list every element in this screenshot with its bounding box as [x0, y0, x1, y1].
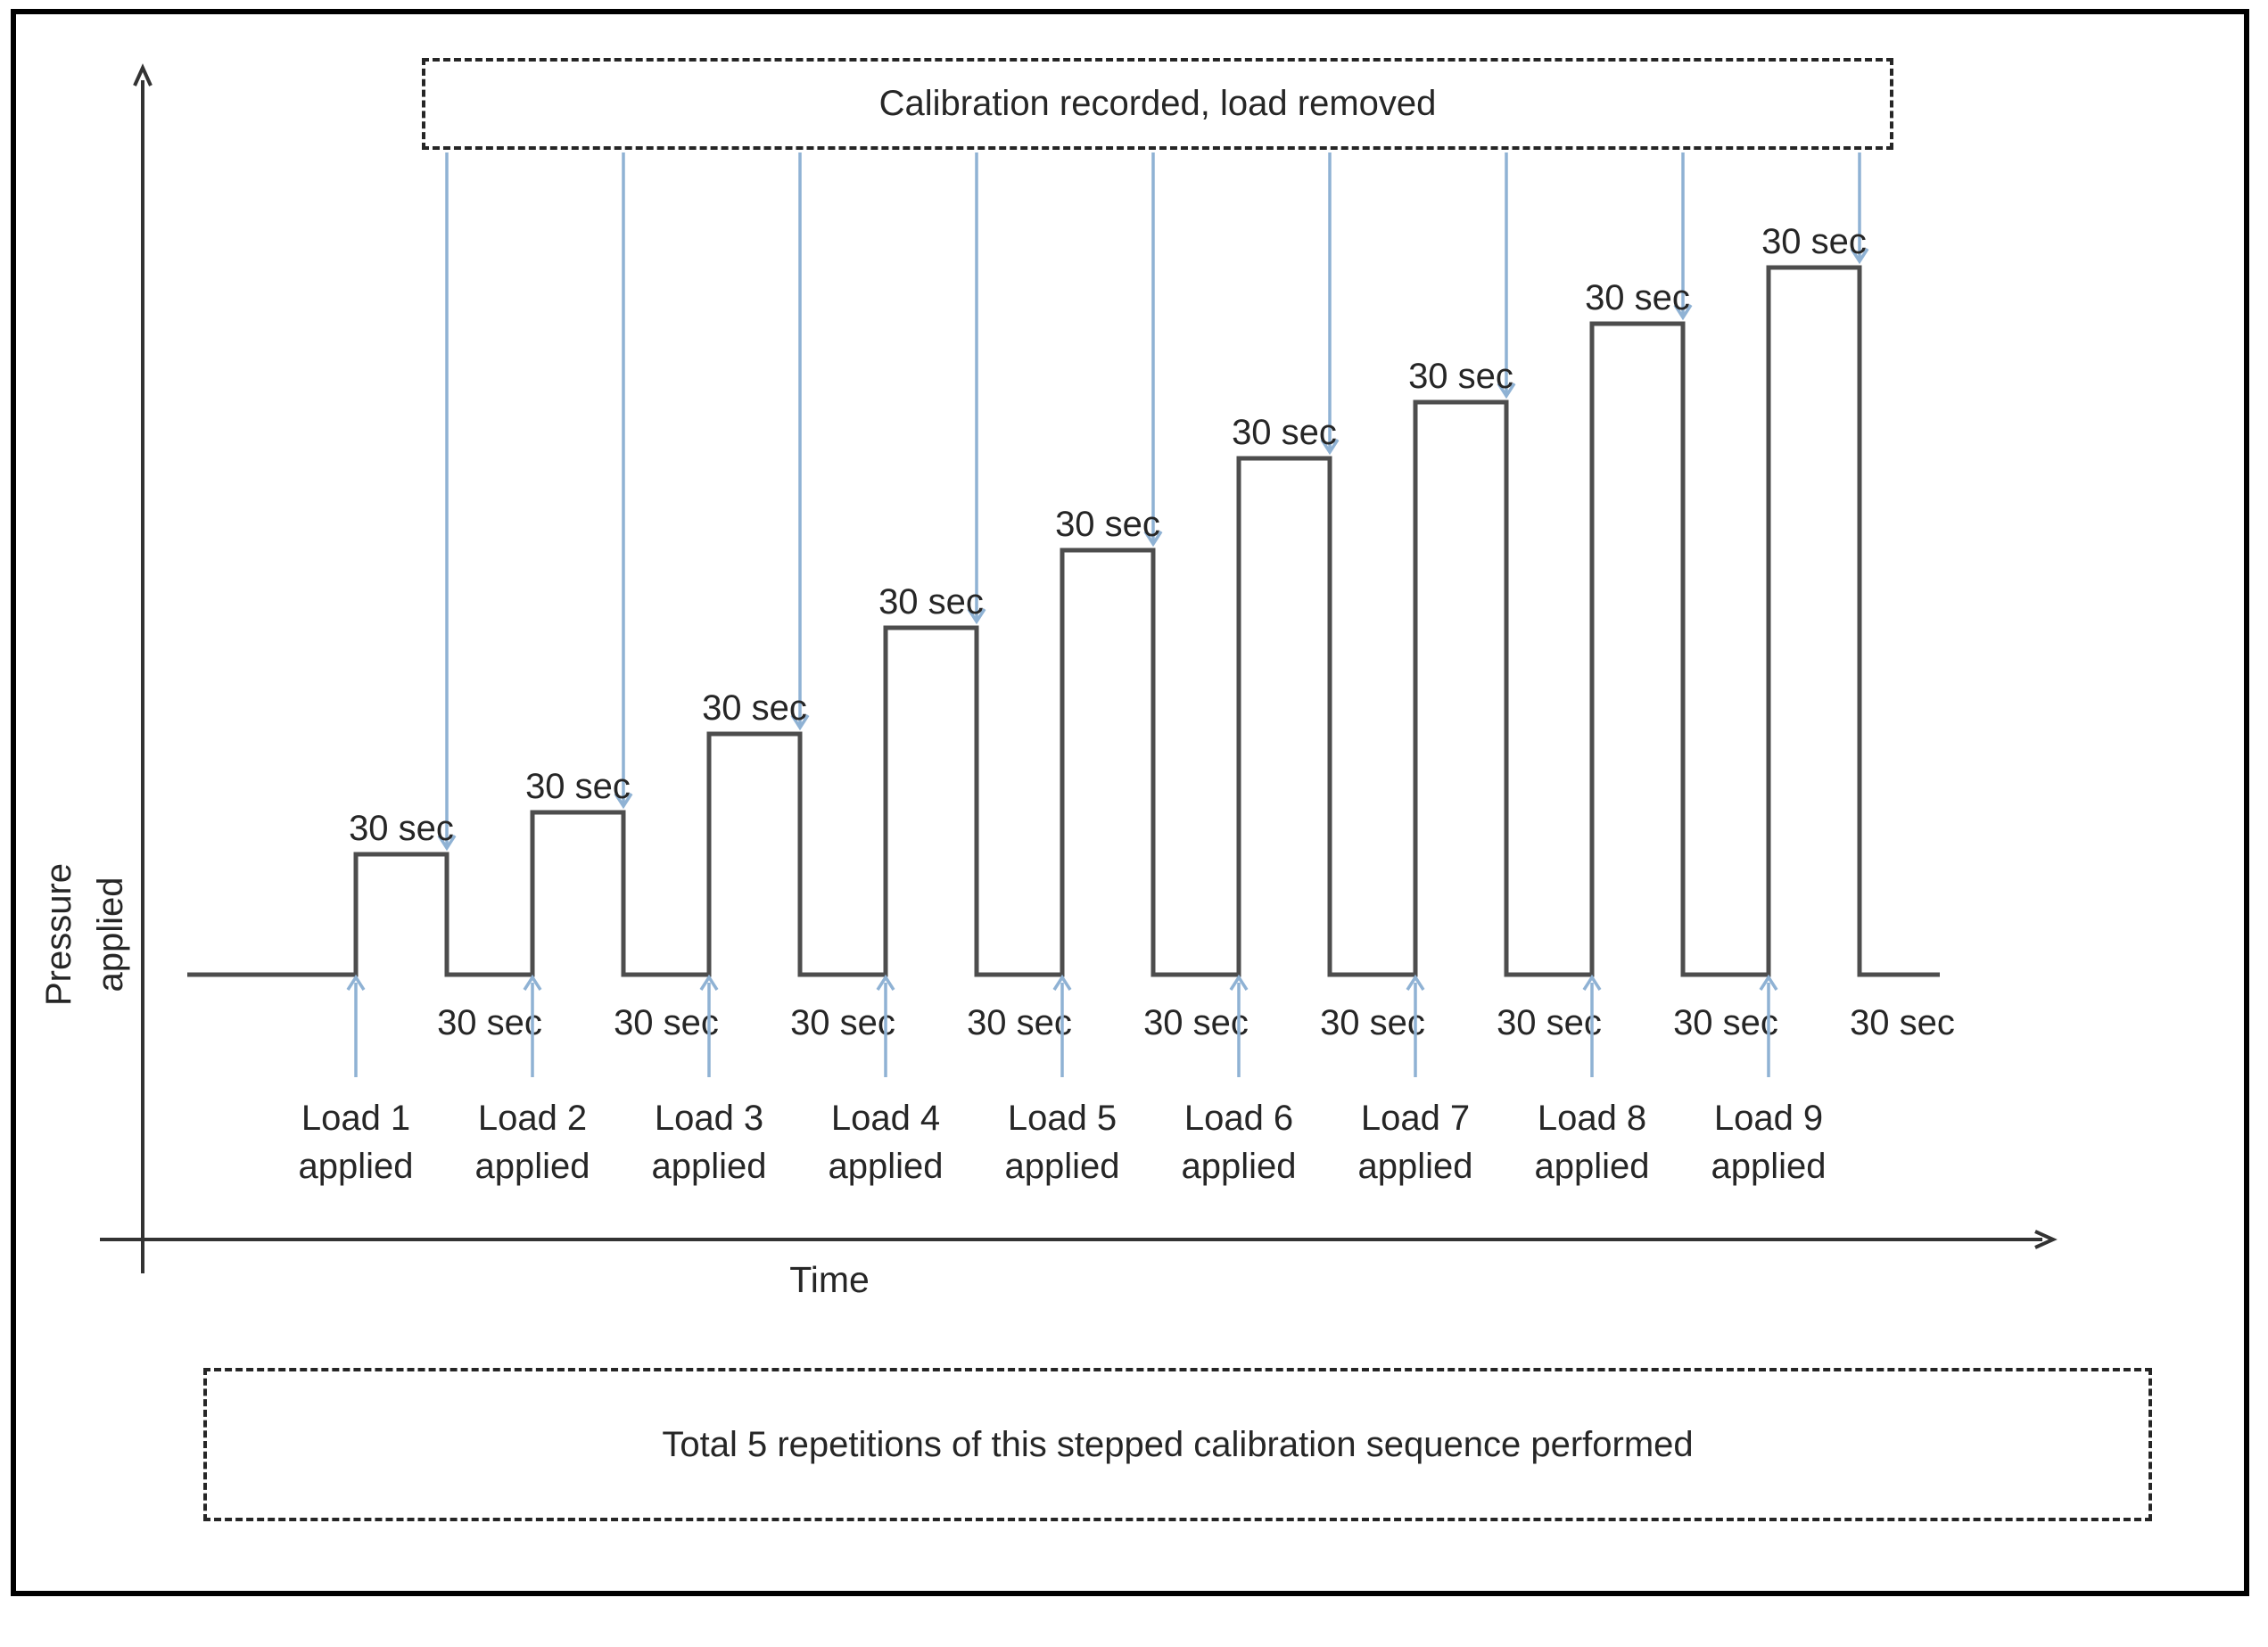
- y-axis-label-line1: Pressure: [39, 862, 78, 1007]
- load-removed-arrowhead: [790, 714, 810, 731]
- load-applied-arrowhead: [876, 974, 895, 991]
- repetitions-label: Total 5 repetitions of this stepped cali…: [662, 1424, 1694, 1464]
- rest-duration-label: 30 sec: [1143, 1003, 1249, 1042]
- rest-duration-label: 30 sec: [1497, 1003, 1602, 1042]
- hold-duration-label: 30 sec: [349, 809, 454, 848]
- hold-duration-label: 30 sec: [1232, 413, 1337, 452]
- load-removed-arrowhead: [614, 793, 633, 810]
- load-removed-arrowhead: [1850, 248, 1869, 265]
- load-applied-label-line2: applied: [1004, 1147, 1119, 1186]
- load-applied-label-line1: Load 9: [1714, 1099, 1823, 1138]
- load-removed-arrowhead: [437, 835, 457, 852]
- hold-duration-label: 30 sec: [1585, 278, 1690, 317]
- pressure-waveform: [187, 265, 1940, 977]
- load-applied-label-line1: Load 3: [655, 1099, 763, 1138]
- rest-duration-label: 30 sec: [967, 1003, 1072, 1042]
- load-applied-label-line1: Load 1: [301, 1099, 410, 1138]
- x-axis-label: Time: [789, 1259, 870, 1300]
- rest-duration-label: 30 sec: [614, 1003, 719, 1042]
- load-applied-label-line1: Load 7: [1361, 1099, 1470, 1138]
- load-applied-arrowhead: [1052, 974, 1072, 991]
- load-applied-label-line2: applied: [651, 1147, 766, 1186]
- load-removed-arrowhead: [1497, 383, 1516, 399]
- rest-duration-label: 30 sec: [1850, 1003, 1955, 1042]
- load-applied-arrowhead: [699, 974, 719, 991]
- rest-duration-label: 30 sec: [1320, 1003, 1425, 1042]
- load-applied-label-line2: applied: [298, 1147, 413, 1186]
- load-applied-label-line1: Load 5: [1008, 1099, 1117, 1138]
- rest-duration-label: 30 sec: [437, 1003, 542, 1042]
- load-applied-arrowhead: [1406, 974, 1425, 991]
- load-removed-arrowhead: [1673, 304, 1693, 321]
- load-applied-arrowhead: [523, 974, 542, 991]
- calibration-recorded-box: Calibration recorded, load removed: [422, 58, 1893, 150]
- load-removed-arrowhead: [1320, 439, 1340, 456]
- calibration-recorded-label: Calibration recorded, load removed: [878, 84, 1437, 123]
- load-applied-arrowhead: [1582, 974, 1602, 991]
- hold-duration-label: 30 sec: [702, 688, 807, 728]
- rest-duration-label: 30 sec: [790, 1003, 895, 1042]
- hold-duration-label: 30 sec: [1408, 357, 1513, 396]
- rest-duration-label: 30 sec: [1673, 1003, 1778, 1042]
- y-axis-label-line2: applied: [91, 877, 130, 992]
- load-applied-label-line1: Load 2: [478, 1099, 587, 1138]
- load-applied-label-line1: Load 6: [1184, 1099, 1293, 1138]
- load-applied-label-line2: applied: [1534, 1147, 1649, 1186]
- y-axis-label: Pressure applied: [33, 863, 136, 1006]
- hold-duration-label: 30 sec: [1055, 505, 1160, 544]
- x-axis-arrowhead: [2034, 1230, 2058, 1249]
- load-applied-arrowhead: [1759, 974, 1778, 991]
- hold-duration-label: 30 sec: [1761, 222, 1867, 261]
- hold-duration-label: 30 sec: [525, 767, 631, 806]
- load-applied-label-line1: Load 4: [831, 1099, 940, 1138]
- load-applied-label-line2: applied: [828, 1147, 943, 1186]
- figure-border: [11, 9, 2249, 1596]
- load-removed-arrowhead: [1143, 531, 1163, 548]
- load-removed-arrowhead: [967, 608, 986, 625]
- load-applied-label-line2: applied: [1711, 1147, 1826, 1186]
- load-applied-label-line2: applied: [1181, 1147, 1296, 1186]
- load-applied-arrowhead: [346, 974, 366, 991]
- load-applied-label-line2: applied: [474, 1147, 590, 1186]
- load-applied-label-line2: applied: [1357, 1147, 1472, 1186]
- y-axis-arrowhead: [133, 63, 153, 86]
- load-applied-label-line1: Load 8: [1538, 1099, 1646, 1138]
- repetitions-box: Total 5 repetitions of this stepped cali…: [203, 1368, 2152, 1521]
- hold-duration-label: 30 sec: [878, 582, 984, 622]
- load-applied-arrowhead: [1229, 974, 1249, 991]
